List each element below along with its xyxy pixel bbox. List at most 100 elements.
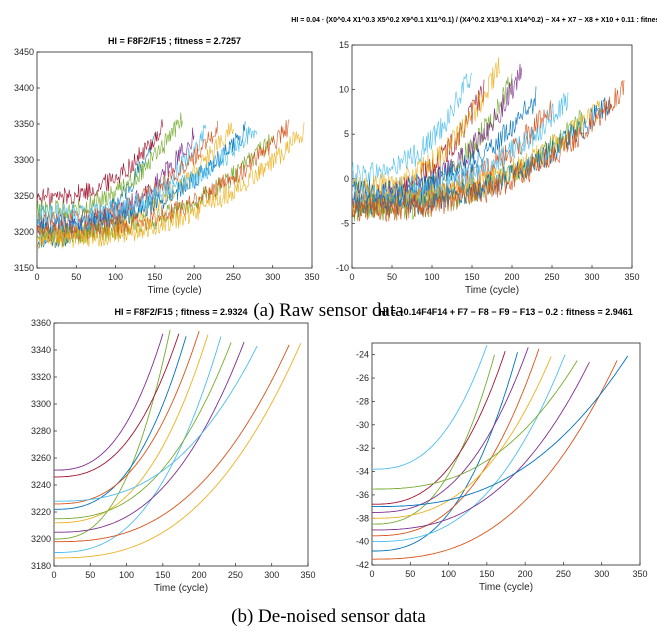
- series-line: [372, 356, 552, 519]
- y-tick-label: 0: [344, 174, 349, 184]
- series-line: [54, 333, 164, 471]
- x-tick-label: 100: [441, 569, 456, 579]
- y-tick-label: -5: [341, 218, 349, 228]
- series-line: [372, 347, 529, 513]
- series-line: [54, 342, 232, 520]
- y-tick-label: 3260: [31, 453, 51, 463]
- chart-title: HI = F8F2/F15 ; fitness = 2.9324: [114, 307, 247, 317]
- x-tick-label: 50: [387, 272, 397, 282]
- y-tick-label: -32: [356, 443, 369, 453]
- y-tick-label: 5: [344, 129, 349, 139]
- series-line: [372, 361, 590, 531]
- series-line: [54, 343, 302, 559]
- series-line: [372, 355, 629, 508]
- y-tick-label: 3400: [14, 83, 34, 93]
- x-tick-label: 50: [405, 569, 415, 579]
- y-tick-label: 3240: [31, 480, 51, 490]
- chart-denoised-right: 0 50 100 150 200 250 300 350 -42 -40 -38 -36 -34 -32 -…: [356, 307, 648, 593]
- series-line: [372, 360, 618, 560]
- x-tick-label: 250: [544, 272, 559, 282]
- x-tick-label: 0: [34, 272, 39, 282]
- x-axis-label: Time (cycle): [147, 285, 201, 296]
- series-line: [37, 133, 273, 245]
- axes-box: [53, 322, 309, 567]
- series-line: [372, 345, 488, 470]
- x-tick-label: 200: [192, 570, 207, 580]
- series-line: [352, 100, 601, 213]
- series-line: [37, 119, 289, 242]
- y-tick-label: 15: [339, 40, 349, 50]
- x-axis-label: Time (cycle): [465, 285, 519, 296]
- chart-denoised-left: 0 50 100 150 200 250 300 350 3180 3200 3220 3240 326…: [31, 307, 316, 594]
- y-tick-label: -38: [356, 513, 369, 523]
- y-tick-label: 3200: [14, 227, 34, 237]
- chart-title: HI = 0.04 · (X0^0.4 X1^0.3 X5^0.2 X9^0.1…: [291, 16, 657, 24]
- x-tick-label: 300: [264, 570, 279, 580]
- x-tick-label: 0: [349, 272, 354, 282]
- series-line: [37, 112, 183, 221]
- x-tick-label: 150: [155, 570, 170, 580]
- x-tick-label: 200: [504, 272, 519, 282]
- x-tick-label: 300: [594, 569, 609, 579]
- x-tick-label: 250: [228, 570, 243, 580]
- x-tick-label: 300: [584, 272, 599, 282]
- y-tick-label: 3150: [14, 263, 34, 273]
- x-tick-label: 50: [71, 272, 81, 282]
- y-tick-label: 3250: [14, 191, 34, 201]
- y-tick-label: 3300: [14, 155, 34, 165]
- x-tick-label: 100: [424, 272, 439, 282]
- x-tick-label: 300: [265, 272, 280, 282]
- y-tick-label: 3200: [31, 534, 51, 544]
- caption-raw: (a) Raw sensor data: [253, 300, 404, 321]
- y-tick-label: -28: [356, 396, 369, 406]
- x-tick-label: 150: [464, 272, 479, 282]
- x-tick-label: 200: [187, 272, 202, 282]
- chart-title: HI = −0.14F4F14 + F7 − F8 − F9 − F13 − 0…: [379, 307, 633, 317]
- series-line: [54, 334, 209, 524]
- y-tick-label: 3360: [31, 318, 51, 328]
- series-line: [54, 330, 200, 505]
- series-line: [37, 119, 163, 207]
- axes-box: [371, 342, 641, 566]
- y-tick-label: 3340: [31, 345, 51, 355]
- y-tick-label: -10: [336, 263, 349, 273]
- series-line: [372, 348, 540, 537]
- y-tick-label: 3320: [31, 372, 51, 382]
- x-tick-label: 350: [300, 570, 315, 580]
- y-tick-label: -36: [356, 490, 369, 500]
- x-axis-label: Time (cycle): [154, 583, 208, 594]
- y-tick-label: -24: [356, 350, 369, 360]
- chart-raw-left: 0 50 100 150 200 250 300 350 3150 3200 3250 3300 335…: [14, 36, 320, 296]
- x-tick-label: 250: [226, 272, 241, 282]
- series-line: [54, 336, 187, 510]
- y-tick-label: -34: [356, 467, 369, 477]
- y-tick-label: 3450: [14, 47, 34, 57]
- series-line: [54, 333, 180, 478]
- series-line: [54, 329, 171, 540]
- chart-title: HI = F8F2/F15 ; fitness = 2.7257: [108, 36, 241, 46]
- y-tick-label: 10: [339, 85, 349, 95]
- series-line: [54, 341, 245, 533]
- series-line: [372, 352, 518, 552]
- caption-denoised: (b) De-noised sensor data: [231, 606, 426, 627]
- y-tick-label: -26: [356, 373, 369, 383]
- y-tick-label: 3280: [31, 426, 51, 436]
- axes-box: [351, 44, 633, 269]
- x-axis-label: Time (cycle): [479, 582, 533, 593]
- series-line: [352, 72, 473, 187]
- y-tick-label: -42: [356, 560, 369, 570]
- x-tick-label: 350: [304, 272, 319, 282]
- y-tick-label: 3300: [31, 399, 51, 409]
- y-tick-label: -30: [356, 420, 369, 430]
- x-tick-label: 350: [624, 272, 639, 282]
- series-line: [54, 345, 258, 502]
- x-tick-label: 100: [119, 570, 134, 580]
- series-line: [372, 360, 578, 490]
- series-line: [352, 57, 501, 200]
- x-tick-label: 150: [479, 569, 494, 579]
- series-line: [352, 109, 585, 222]
- series-line: [352, 79, 625, 223]
- y-tick-label: 3180: [31, 561, 51, 571]
- y-tick-label: 3220: [31, 507, 51, 517]
